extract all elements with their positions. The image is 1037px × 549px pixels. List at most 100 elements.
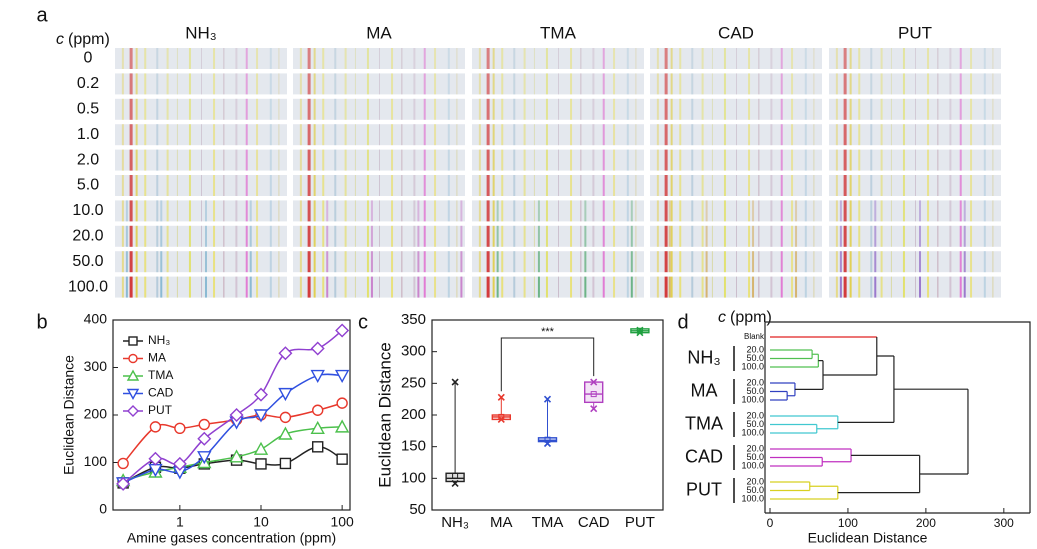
strip-spot <box>626 175 629 196</box>
strip-spot <box>959 225 962 247</box>
strip-spot <box>880 276 883 298</box>
strip-spot <box>602 149 605 171</box>
strip-spot <box>176 98 178 120</box>
strip-spot <box>736 73 737 95</box>
strip-spot <box>423 175 426 196</box>
strip-spot <box>701 251 704 273</box>
strip-spot <box>849 73 852 95</box>
strip-spot <box>691 48 694 69</box>
strip-spot <box>307 276 311 298</box>
strip-spot <box>447 200 450 222</box>
strip-spot <box>245 124 248 146</box>
strip-spot <box>558 276 559 298</box>
strip-spot <box>992 48 994 69</box>
strip-spot <box>983 149 986 171</box>
strip-spot <box>213 124 216 146</box>
strip <box>650 175 822 196</box>
strip-spot <box>366 149 369 171</box>
strip-spot <box>423 276 426 298</box>
strip-spot <box>839 276 842 298</box>
strip-spot <box>379 48 380 69</box>
strip <box>293 98 465 120</box>
strip-spot <box>334 98 337 120</box>
strip-spot <box>299 175 302 196</box>
strip-spot <box>256 73 259 95</box>
strip-spot <box>835 73 838 95</box>
strip-spot <box>496 200 499 222</box>
strip-spot <box>545 276 548 298</box>
strip-spot <box>413 276 416 298</box>
strip-spot <box>670 251 673 273</box>
strip-spot <box>379 73 380 95</box>
strip-spot <box>902 175 905 196</box>
strip <box>115 251 287 273</box>
strip-spot <box>492 124 495 146</box>
strip-spot <box>602 175 605 196</box>
strip-spot <box>156 98 159 120</box>
strip-spot <box>176 73 178 95</box>
strip-spot <box>858 175 861 196</box>
strip-spot <box>691 251 694 273</box>
strip-spot <box>125 276 128 298</box>
strip-spot <box>949 124 952 146</box>
strip-spot <box>456 98 458 120</box>
strip-spot <box>370 225 373 247</box>
y-tick-label: 350 <box>401 311 426 328</box>
strip-spot <box>366 48 369 69</box>
strip-spot <box>580 48 582 69</box>
strip-spot <box>915 276 916 298</box>
strip-spot <box>322 149 325 171</box>
strip-spot <box>701 124 704 146</box>
strip-spot <box>839 225 842 247</box>
strip-spot <box>413 149 416 171</box>
strip-spot <box>334 149 337 171</box>
strip <box>472 98 644 120</box>
strip-spot <box>166 200 169 222</box>
leaf-label: 20.0 <box>746 443 764 453</box>
strip-spot <box>937 98 939 120</box>
strip-spot <box>691 200 694 222</box>
strip-spot <box>129 175 133 196</box>
leaf-label: 100.0 <box>741 427 764 437</box>
strip-spot <box>391 251 394 273</box>
strip-spot <box>166 48 169 69</box>
strip-spot <box>656 276 659 298</box>
strip-spot <box>664 149 668 171</box>
strip-spot <box>670 200 673 222</box>
legend-marker <box>126 369 140 381</box>
strip-spot <box>758 48 760 69</box>
strip-spot <box>992 98 994 120</box>
strip-spot <box>188 251 191 273</box>
strip-spot <box>691 225 694 247</box>
marker <box>279 411 292 424</box>
strip-spot <box>959 149 962 171</box>
row-label: 1.0 <box>77 126 99 143</box>
strip-spot <box>391 149 394 171</box>
strip-spot <box>670 73 673 95</box>
strip-spot <box>915 98 916 120</box>
y-tick-label: 100 <box>84 453 108 469</box>
strip-spot <box>915 251 916 273</box>
strip-spot <box>366 225 369 247</box>
strip-spot <box>752 276 755 298</box>
strip-spot <box>135 73 138 95</box>
strip-spot <box>344 98 347 120</box>
strip-spot <box>570 175 573 196</box>
strip-spot <box>513 175 516 196</box>
strip-spot <box>278 276 280 298</box>
strip-spot <box>635 175 637 196</box>
strip-spot <box>723 48 726 69</box>
strip-spot <box>626 149 629 171</box>
strip-spot <box>354 149 356 171</box>
strip-spot <box>213 225 216 247</box>
strip-spot <box>401 73 403 95</box>
panel-label: d <box>677 311 688 333</box>
strip-spot <box>513 225 516 247</box>
strip-spot <box>533 98 535 120</box>
strip-spot <box>664 73 668 95</box>
strip-spot <box>256 124 259 146</box>
strip-spot <box>664 48 668 69</box>
strip-spot <box>983 251 986 273</box>
strip-spot <box>269 48 272 69</box>
strip-spot <box>602 251 605 273</box>
